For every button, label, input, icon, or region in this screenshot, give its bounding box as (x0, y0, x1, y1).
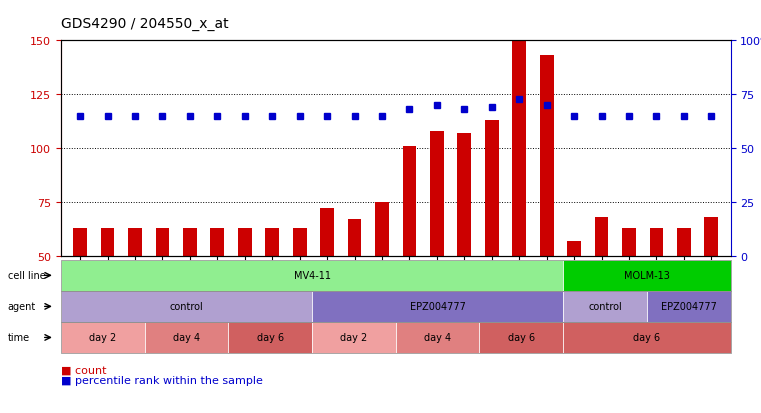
Bar (320, 209, 334, 256)
Bar (512, 41, 526, 256)
Text: control: control (170, 301, 203, 312)
Bar (375, 202, 389, 256)
Bar (540, 56, 553, 256)
Text: day 6: day 6 (633, 332, 661, 343)
Text: day 6: day 6 (256, 332, 284, 343)
Text: ■ count: ■ count (61, 365, 107, 375)
Bar (403, 147, 416, 256)
Bar (211, 228, 224, 256)
Bar (266, 228, 279, 256)
Bar (155, 228, 169, 256)
Bar (567, 241, 581, 256)
Bar (485, 121, 498, 256)
Bar (650, 228, 664, 256)
Text: MV4-11: MV4-11 (294, 271, 330, 281)
Bar (457, 134, 471, 256)
Text: day 4: day 4 (173, 332, 200, 343)
Bar (100, 228, 114, 256)
Text: EPZ004777: EPZ004777 (661, 301, 717, 312)
Text: day 4: day 4 (424, 332, 451, 343)
Bar (594, 217, 609, 256)
Text: cell line: cell line (8, 271, 46, 281)
Text: day 2: day 2 (89, 332, 116, 343)
Text: agent: agent (8, 301, 36, 312)
Bar (430, 131, 444, 256)
Text: day 2: day 2 (340, 332, 368, 343)
Bar (183, 228, 197, 256)
Text: GDS4290 / 204550_x_at: GDS4290 / 204550_x_at (61, 17, 228, 31)
Text: day 6: day 6 (508, 332, 535, 343)
Text: time: time (8, 332, 30, 343)
Bar (348, 220, 361, 256)
Bar (128, 228, 142, 256)
Text: MOLM-13: MOLM-13 (624, 271, 670, 281)
Bar (238, 228, 252, 256)
Bar (73, 228, 87, 256)
Text: EPZ004777: EPZ004777 (409, 301, 466, 312)
Bar (293, 228, 307, 256)
Bar (622, 228, 636, 256)
Bar (705, 217, 718, 256)
Text: ■ percentile rank within the sample: ■ percentile rank within the sample (61, 375, 263, 385)
Bar (677, 228, 691, 256)
Text: control: control (588, 301, 622, 312)
